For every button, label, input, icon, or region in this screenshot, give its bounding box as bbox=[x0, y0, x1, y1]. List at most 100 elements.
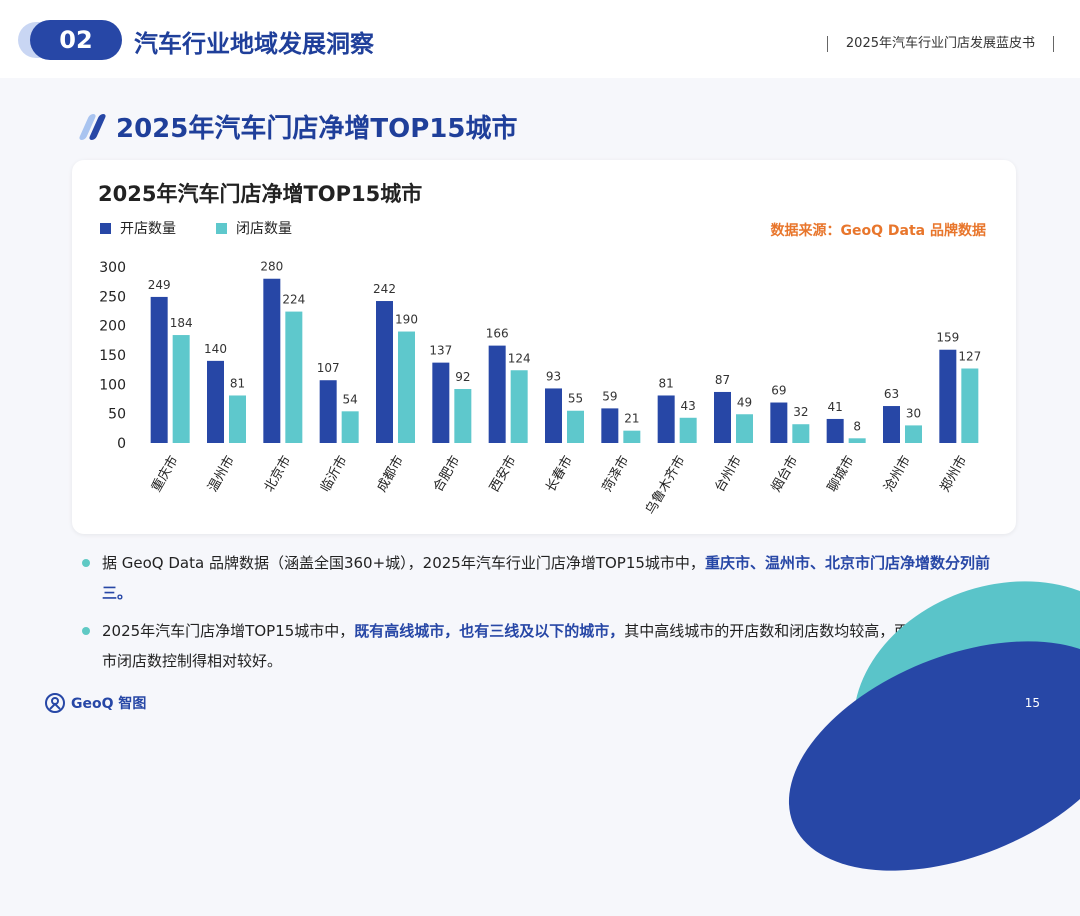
data-label: 87 bbox=[715, 373, 730, 387]
data-label: 21 bbox=[624, 412, 639, 426]
geoq-logo-icon bbox=[45, 693, 65, 713]
x-tick-label: 西安市 bbox=[486, 453, 519, 495]
data-label: 166 bbox=[486, 327, 509, 341]
y-tick-label: 150 bbox=[99, 348, 126, 364]
data-label: 124 bbox=[508, 351, 531, 365]
bullet-item: 据 GeoQ Data 品牌数据（涵盖全国360+城），2025年汽车行业门店净… bbox=[80, 548, 1015, 608]
y-tick-label: 100 bbox=[99, 377, 126, 393]
bar-close bbox=[510, 370, 528, 443]
x-tick-label: 长春市 bbox=[543, 453, 576, 495]
bar-close bbox=[961, 368, 979, 443]
y-tick-label: 300 bbox=[99, 260, 126, 276]
data-label: 93 bbox=[546, 369, 561, 383]
bar-close bbox=[172, 335, 190, 443]
x-tick-label: 临沂市 bbox=[317, 453, 350, 495]
bullet-dot-icon bbox=[82, 559, 90, 567]
bullet-item: 2025年汽车门店净增TOP15城市中，既有高线城市，也有三线及以下的城市，其中… bbox=[80, 616, 1015, 676]
bar-open bbox=[770, 402, 788, 443]
bar-close bbox=[905, 425, 922, 443]
data-label: 30 bbox=[906, 406, 921, 420]
bar-close bbox=[623, 430, 641, 443]
data-label: 127 bbox=[958, 349, 981, 363]
y-tick-label: 50 bbox=[108, 407, 126, 423]
double-slash-icon bbox=[76, 110, 107, 144]
data-source: 数据来源：GeoQ Data 品牌数据 bbox=[770, 223, 986, 239]
data-label: 159 bbox=[936, 331, 959, 345]
data-label: 137 bbox=[429, 344, 452, 358]
data-label: 107 bbox=[317, 361, 340, 375]
bar-open bbox=[939, 349, 957, 443]
data-label: 55 bbox=[568, 392, 583, 406]
data-label: 32 bbox=[793, 405, 808, 419]
bullet-text: 据 GeoQ Data 品牌数据（涵盖全国360+城），2025年汽车行业门店净… bbox=[102, 554, 705, 572]
bullet-highlight-text: 重庆市、温州市、北京市门店净增数分列前三。 bbox=[102, 554, 990, 602]
bar-open bbox=[263, 278, 281, 443]
data-label: 190 bbox=[395, 313, 418, 327]
data-label: 280 bbox=[260, 260, 283, 274]
header: 02 汽车行业地域发展洞察 2025年汽车行业门店发展蓝皮书 bbox=[0, 0, 1080, 78]
bar-close bbox=[848, 438, 866, 443]
legend-swatch-open bbox=[100, 222, 111, 234]
bullet-highlight-text: 既有高线城市，也有三线及以下的城市， bbox=[354, 622, 625, 640]
data-label: 54 bbox=[343, 392, 358, 406]
x-tick-label: 合肥市 bbox=[430, 453, 463, 495]
bar-close bbox=[454, 389, 472, 443]
logo-text: GeoQ 智图 bbox=[71, 696, 147, 712]
y-tick-label: 250 bbox=[99, 289, 126, 305]
data-label: 69 bbox=[771, 384, 786, 398]
bar-open bbox=[319, 380, 337, 443]
x-tick-label: 北京市 bbox=[261, 453, 294, 495]
bar-close bbox=[679, 417, 697, 443]
data-label: 81 bbox=[230, 376, 245, 390]
bar-close bbox=[398, 331, 415, 443]
y-tick-label: 200 bbox=[99, 319, 126, 335]
page-title-row: 2025年汽车门店净增TOP15城市 bbox=[76, 108, 517, 145]
bar-close bbox=[567, 410, 584, 443]
data-label: 41 bbox=[828, 400, 843, 414]
data-label: 242 bbox=[373, 282, 396, 296]
section-title: 汽车行业地域发展洞察 bbox=[134, 30, 374, 58]
bar-open bbox=[207, 360, 224, 443]
x-tick-label: 台州市 bbox=[712, 453, 745, 495]
bar-close bbox=[792, 424, 810, 443]
data-label: 59 bbox=[602, 389, 617, 403]
bar-open bbox=[826, 418, 844, 443]
data-label: 49 bbox=[737, 395, 752, 409]
chart-legend: 开店数量 闭店数量 bbox=[100, 218, 332, 238]
bar-open bbox=[545, 388, 562, 443]
data-label: 92 bbox=[455, 370, 470, 384]
legend-item-open: 开店数量 bbox=[100, 218, 176, 238]
x-tick-label: 温州市 bbox=[205, 453, 238, 495]
legend-label-close: 闭店数量 bbox=[236, 221, 292, 237]
bar-close bbox=[341, 411, 359, 443]
data-label: 81 bbox=[659, 376, 674, 390]
x-tick-label: 菏泽市 bbox=[599, 453, 632, 495]
x-tick-label: 重庆市 bbox=[148, 453, 181, 495]
bar-close bbox=[736, 414, 753, 443]
chart-title: 2025年汽车门店净增TOP15城市 bbox=[98, 182, 423, 206]
geoq-logo: GeoQ 智图 bbox=[44, 692, 146, 714]
bar-chart: 0 50 100 150 200 250 300 249 184 重庆市 140 81 温州市 280 22… bbox=[99, 260, 981, 518]
x-tick-label: 成都市 bbox=[374, 453, 407, 495]
bar-open bbox=[488, 345, 506, 443]
data-label: 224 bbox=[282, 293, 305, 307]
data-label: 140 bbox=[204, 342, 227, 356]
bar-open bbox=[376, 301, 393, 443]
book-title: 2025年汽车行业门店发展蓝皮书 bbox=[826, 36, 1054, 52]
x-tick-label: 烟台市 bbox=[768, 453, 801, 495]
bar-open bbox=[657, 395, 675, 443]
data-label: 8 bbox=[853, 419, 861, 433]
section-number-badge: 02 bbox=[30, 20, 122, 60]
bar-open bbox=[150, 296, 168, 443]
data-label: 184 bbox=[170, 316, 193, 330]
bar-close bbox=[229, 395, 246, 443]
bullet-text: 2025年汽车门店净增TOP15城市中， bbox=[102, 622, 355, 640]
x-tick-label: 郑州市 bbox=[937, 453, 970, 495]
x-tick-label: 聊城市 bbox=[824, 453, 857, 495]
bar-open bbox=[432, 362, 450, 443]
bar-open bbox=[601, 408, 619, 443]
bullet-list: 据 GeoQ Data 品牌数据（涵盖全国360+城），2025年汽车行业门店净… bbox=[80, 548, 1015, 684]
data-label: 43 bbox=[681, 399, 696, 413]
legend-swatch-close bbox=[216, 222, 227, 234]
data-label: 249 bbox=[148, 278, 171, 292]
